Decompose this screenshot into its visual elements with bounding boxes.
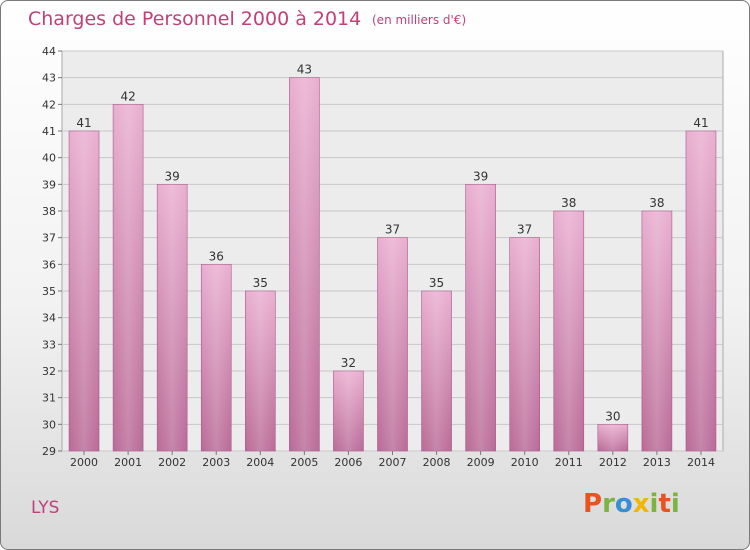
data-label: 37: [385, 223, 400, 237]
x-tick-label: 2008: [423, 456, 451, 469]
y-tick-label: 32: [42, 365, 56, 378]
bar-highlight: [157, 184, 188, 452]
data-label: 35: [429, 276, 444, 290]
brand-letter: P: [583, 489, 603, 519]
x-tick-label: 2010: [511, 456, 539, 469]
chart-title: Charges de Personnel 2000 à 2014: [28, 8, 362, 30]
location-label: LYS: [31, 498, 60, 518]
bar-highlight: [553, 211, 584, 451]
x-tick-label: 2003: [202, 456, 230, 469]
bar-highlight: [113, 104, 144, 451]
y-tick-label: 34: [42, 312, 56, 325]
data-label: 41: [693, 116, 708, 130]
x-tick-label: 2013: [643, 456, 671, 469]
data-label: 39: [473, 169, 488, 183]
brand-logo: Proxiti: [583, 489, 680, 519]
x-tick-label: 2014: [687, 456, 715, 469]
data-label: 32: [341, 356, 356, 370]
y-tick-label: 38: [42, 205, 56, 218]
x-tick-label: 2005: [290, 456, 318, 469]
x-tick-label: 2012: [599, 456, 627, 469]
bar-highlight: [641, 211, 672, 451]
x-tick-label: 2004: [246, 456, 274, 469]
x-tick-label: 2009: [467, 456, 495, 469]
bar-highlight: [245, 291, 276, 451]
y-tick-label: 40: [42, 152, 56, 165]
brand-letter: i: [649, 489, 659, 519]
brand-letter: t: [658, 489, 671, 519]
data-label: 38: [649, 196, 664, 210]
y-tick-label: 30: [42, 418, 56, 431]
y-tick-label: 39: [42, 178, 56, 191]
x-tick-label: 2011: [555, 456, 583, 469]
x-tick-label: 2001: [114, 456, 142, 469]
y-tick-label: 42: [42, 98, 56, 111]
x-tick-label: 2007: [379, 456, 407, 469]
data-label: 35: [253, 276, 268, 290]
bar-highlight: [597, 424, 628, 451]
x-tick-label: 2002: [158, 456, 186, 469]
brand-letter: i: [670, 489, 680, 519]
brand-letter: x: [632, 489, 650, 519]
y-tick-label: 37: [42, 232, 56, 245]
bar-highlight: [333, 371, 364, 451]
data-label: 37: [517, 223, 532, 237]
bar-highlight: [69, 131, 100, 451]
x-axis: 2000 2001 2002 2003 2004 2005 2006 2007 2008 2009…: [70, 451, 715, 469]
x-tick-label: 2006: [334, 456, 362, 469]
y-tick-label: 44: [42, 45, 56, 58]
bar-highlight: [289, 77, 320, 452]
bar-highlight: [421, 291, 452, 451]
brand-letter: r: [602, 489, 615, 519]
data-label: 42: [120, 89, 135, 103]
y-tick-label: 43: [42, 72, 56, 85]
bar-highlight: [201, 264, 232, 451]
data-label: 30: [605, 409, 620, 423]
bar-highlight: [377, 237, 408, 451]
y-tick-label: 29: [42, 445, 56, 458]
data-label: 38: [561, 196, 576, 210]
y-tick-label: 36: [42, 258, 56, 271]
data-label: 41: [76, 116, 91, 130]
y-tick-label: 31: [42, 392, 56, 405]
y-tick-label: 41: [42, 125, 56, 138]
data-label: 43: [297, 63, 312, 77]
data-label: 36: [209, 249, 224, 263]
bars: [68, 77, 717, 452]
data-label: 39: [165, 169, 180, 183]
y-tick-label: 35: [42, 285, 56, 298]
x-tick-label: 2000: [70, 456, 98, 469]
bar-highlight: [509, 237, 540, 451]
bar-highlight: [465, 184, 496, 452]
data-labels: 41 42 39 36 35 43 32 37 35 39 37 38 30 38 41: [76, 63, 708, 424]
y-tick-label: 33: [42, 338, 56, 351]
y-axis: 29 30 31 32 33 34 35 36 37 38 39 40 41 42 43 44: [42, 45, 62, 458]
bar-highlight: [685, 131, 716, 451]
chart-unit: (en milliers d'€): [372, 13, 467, 27]
brand-letter: o: [614, 489, 633, 519]
